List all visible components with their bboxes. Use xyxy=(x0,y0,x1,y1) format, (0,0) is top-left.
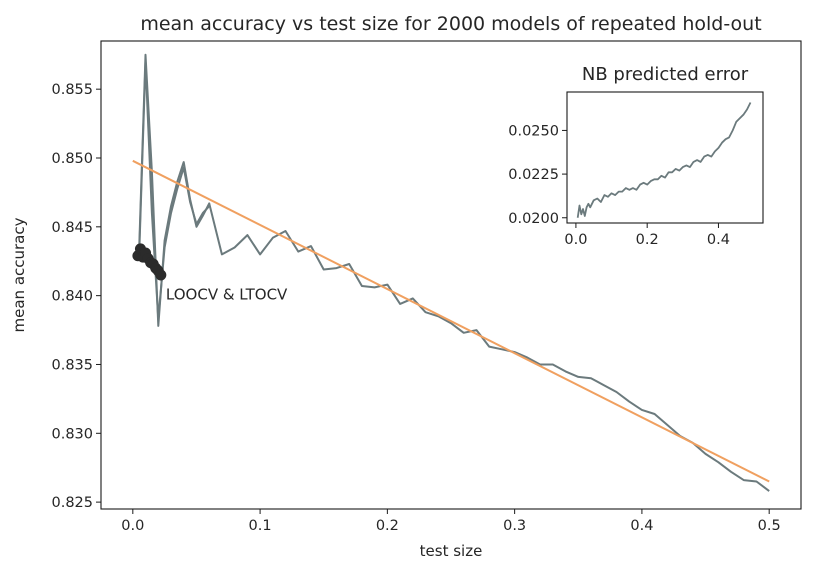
main-y-tick-label: 0.845 xyxy=(51,220,93,236)
main-y-axis-label: mean accuracy xyxy=(10,217,28,332)
inset-y-tick-label: 0.0225 xyxy=(508,167,559,183)
main-y-tick-label: 0.835 xyxy=(51,357,93,373)
main-annotation: LOOCV & LTOCV xyxy=(166,285,288,303)
main-series-line-0 xyxy=(138,53,770,492)
inset-x-tick-label: 0.4 xyxy=(707,232,730,248)
main-y-tick-label: 0.855 xyxy=(51,82,93,98)
main-y-tick-label: 0.830 xyxy=(51,426,93,442)
main-x-tick-label: 0.2 xyxy=(376,518,399,534)
main-x-tick-label: 0.0 xyxy=(121,518,144,534)
main-y-tick-label: 0.840 xyxy=(51,289,93,305)
main-y-tick-label: 0.825 xyxy=(51,495,93,511)
main-chart-title: mean accuracy vs test size for 2000 mode… xyxy=(140,13,761,35)
main-x-tick-label: 0.3 xyxy=(503,518,526,534)
main-marker-point xyxy=(155,269,167,281)
main-x-tick-label: 0.1 xyxy=(249,518,272,534)
inset-x-tick-label: 0.0 xyxy=(564,232,587,248)
inset-y-tick-label: 0.0200 xyxy=(508,211,559,227)
inset-series-line-0 xyxy=(576,102,752,218)
main-series-line-2 xyxy=(132,159,770,483)
inset-plot: 0.0 0.2 0.4 0.0200 0.0225 0.0250 xyxy=(508,91,764,248)
inset-x-tick-label: 0.2 xyxy=(636,232,659,248)
main-x-tick-label: 0.4 xyxy=(630,518,653,534)
main-plot: 0.0 0.1 0.2 0.3 0.4 0.5 0.825 0.830 0.835 0.840 0.… xyxy=(51,40,802,534)
inset-chart-title: NB predicted error xyxy=(582,64,749,85)
main-x-tick-label: 0.5 xyxy=(758,518,781,534)
inset-axes-frame xyxy=(566,91,764,224)
main-y-tick-label: 0.850 xyxy=(51,151,93,167)
main-x-axis-label: test size xyxy=(420,542,483,560)
inset-y-tick-label: 0.0250 xyxy=(508,123,559,139)
main-series-line-1 xyxy=(138,60,210,320)
main-axes-frame xyxy=(100,40,802,510)
